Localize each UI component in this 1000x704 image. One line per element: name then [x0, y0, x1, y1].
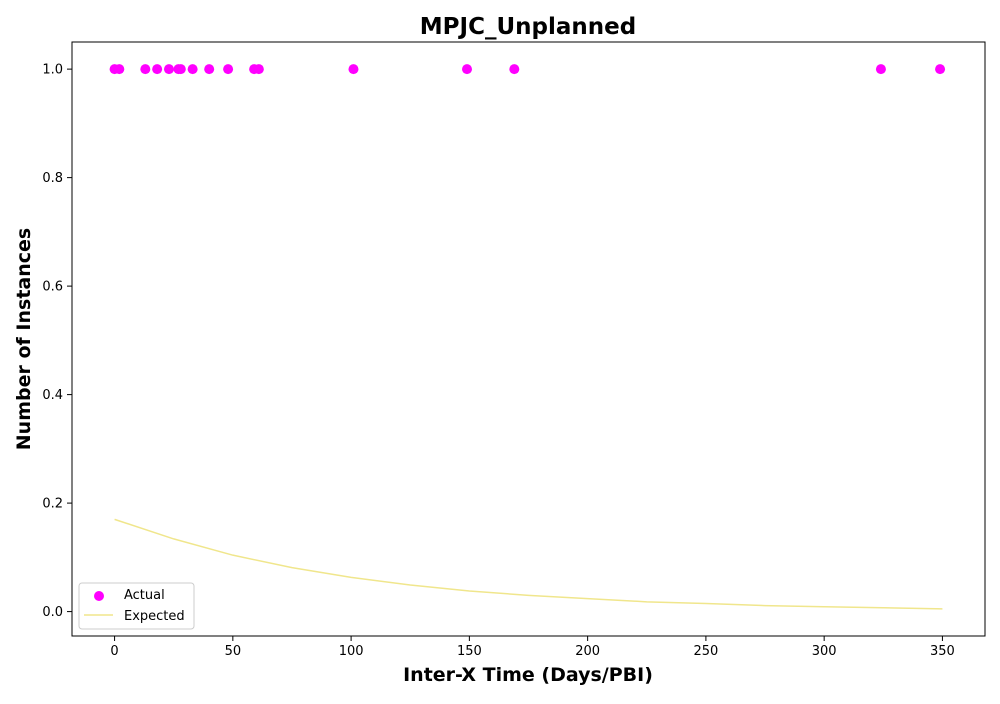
legend-expected-label: Expected [124, 609, 185, 624]
y-tick-label: 0.8 [42, 171, 63, 186]
y-tick-label: 0.2 [42, 497, 63, 512]
legend-actual-marker [94, 591, 104, 601]
x-tick-label: 250 [693, 644, 718, 659]
actual-point [114, 64, 125, 75]
axis-ticks: 0 50 100 150 200 250 300 350 0.0 0.2 0.4 0.6 0.8 1.0 [42, 63, 955, 659]
legend-actual-label: Actual [124, 588, 165, 603]
actual-point [204, 64, 215, 75]
y-tick-label: 0.6 [42, 280, 63, 295]
expected-line [114, 518, 943, 610]
actual-point [509, 64, 520, 75]
x-tick-label: 200 [575, 644, 600, 659]
actual-point [875, 64, 886, 75]
x-tick-label: 0 [110, 644, 118, 659]
y-tick-label: 0.4 [42, 388, 63, 403]
x-tick-label: 350 [930, 644, 955, 659]
actual-point [348, 64, 359, 75]
actual-point [140, 64, 151, 75]
y-axis-label: Number of Instances [13, 228, 35, 450]
chart-title: MPJC_Unplanned [420, 14, 636, 40]
x-tick-label: 150 [457, 644, 482, 659]
x-tick-label: 300 [812, 644, 837, 659]
y-tick-label: 1.0 [42, 63, 63, 78]
x-axis-label: Inter-X Time (Days/PBI) [403, 664, 653, 686]
actual-point [253, 64, 264, 75]
legend: Actual Expected [78, 582, 195, 630]
plot-content [109, 64, 946, 610]
actual-point [152, 64, 163, 75]
plot-frame [71, 41, 986, 637]
actual-point [223, 64, 234, 75]
legend-box [78, 582, 195, 630]
x-tick-label: 100 [339, 644, 364, 659]
actual-point [175, 64, 186, 75]
actual-point [163, 64, 174, 75]
actual-point [187, 64, 198, 75]
actual-point [935, 64, 946, 75]
actual-point [462, 64, 473, 75]
y-tick-label: 0.0 [42, 605, 63, 620]
x-tick-label: 50 [225, 644, 242, 659]
